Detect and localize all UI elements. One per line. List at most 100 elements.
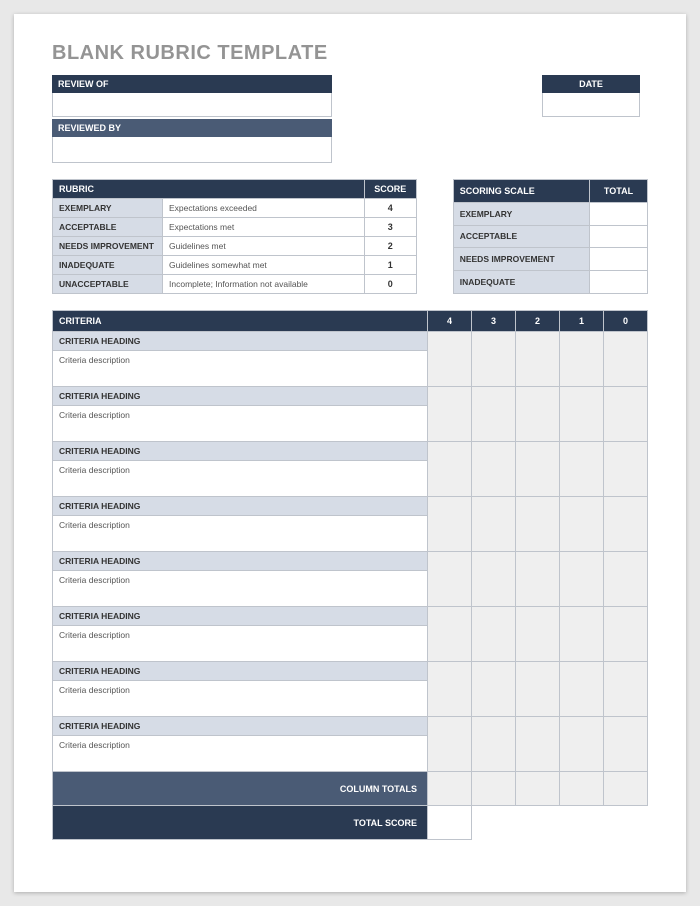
date-box: DATE — [542, 75, 640, 117]
criteria-cell[interactable] — [604, 552, 648, 607]
criteria-cell[interactable] — [516, 387, 560, 442]
scoring-level: ACCEPTABLE — [453, 225, 589, 248]
column-total[interactable] — [472, 772, 516, 806]
rubric-desc: Guidelines somewhat met — [163, 256, 365, 275]
criteria-cell[interactable] — [472, 442, 516, 497]
criteria-header: CRITERIA — [53, 311, 428, 332]
criteria-cell[interactable] — [560, 387, 604, 442]
criteria-cell[interactable] — [604, 717, 648, 772]
scoring-level: NEEDS IMPROVEMENT — [453, 248, 589, 271]
criteria-desc: Criteria description — [53, 626, 428, 662]
column-total[interactable] — [516, 772, 560, 806]
rubric-row: INADEQUATE Guidelines somewhat met 1 — [53, 256, 417, 275]
criteria-cell[interactable] — [604, 497, 648, 552]
rubric-row: ACCEPTABLE Expectations met 3 — [53, 218, 417, 237]
scoring-level: EXEMPLARY — [453, 202, 589, 225]
criteria-cell[interactable] — [428, 442, 472, 497]
criteria-cell[interactable] — [428, 607, 472, 662]
criteria-cell[interactable] — [516, 552, 560, 607]
rubric-level: UNACCEPTABLE — [53, 275, 163, 294]
criteria-heading: CRITERIA HEADING — [53, 607, 428, 626]
rubric-score: 2 — [364, 237, 416, 256]
criteria-heading: CRITERIA HEADING — [53, 442, 428, 461]
date-input[interactable] — [542, 93, 640, 117]
criteria-cell[interactable] — [516, 607, 560, 662]
column-total[interactable] — [428, 772, 472, 806]
page-title: BLANK RUBRIC TEMPLATE — [52, 42, 648, 65]
rubric-desc: Incomplete; Information not available — [163, 275, 365, 294]
criteria-cell[interactable] — [604, 387, 648, 442]
criteria-cell[interactable] — [472, 662, 516, 717]
criteria-heading: CRITERIA HEADING — [53, 387, 428, 406]
criteria-desc: Criteria description — [53, 461, 428, 497]
total-score-value[interactable] — [428, 806, 472, 840]
scoring-total[interactable] — [590, 225, 648, 248]
scoring-total-header: TOTAL — [590, 180, 648, 203]
rubric-level: NEEDS IMPROVEMENT — [53, 237, 163, 256]
criteria-cell[interactable] — [428, 717, 472, 772]
scoring-level: INADEQUATE — [453, 271, 589, 294]
rubric-level: INADEQUATE — [53, 256, 163, 275]
criteria-cell[interactable] — [472, 332, 516, 387]
scoring-total[interactable] — [590, 202, 648, 225]
scoring-row: EXEMPLARY — [453, 202, 647, 225]
scoring-total[interactable] — [590, 271, 648, 294]
column-total[interactable] — [560, 772, 604, 806]
criteria-cell[interactable] — [604, 442, 648, 497]
criteria-cell[interactable] — [516, 442, 560, 497]
criteria-desc: Criteria description — [53, 351, 428, 387]
criteria-cell[interactable] — [428, 662, 472, 717]
criteria-cell[interactable] — [604, 662, 648, 717]
criteria-cell[interactable] — [428, 387, 472, 442]
criteria-col-4: 4 — [428, 311, 472, 332]
scoring-total[interactable] — [590, 248, 648, 271]
criteria-cell[interactable] — [560, 442, 604, 497]
criteria-cell[interactable] — [560, 607, 604, 662]
criteria-cell[interactable] — [516, 717, 560, 772]
reviewed-by-input[interactable] — [52, 137, 332, 163]
criteria-heading: CRITERIA HEADING — [53, 662, 428, 681]
rubric-desc: Guidelines met — [163, 237, 365, 256]
criteria-cell[interactable] — [560, 552, 604, 607]
criteria-cell[interactable] — [516, 497, 560, 552]
criteria-cell[interactable] — [472, 607, 516, 662]
criteria-cell[interactable] — [472, 497, 516, 552]
criteria-heading: CRITERIA HEADING — [53, 332, 428, 351]
criteria-cell[interactable] — [472, 387, 516, 442]
criteria-cell[interactable] — [472, 552, 516, 607]
criteria-cell[interactable] — [516, 662, 560, 717]
scoring-row: ACCEPTABLE — [453, 225, 647, 248]
criteria-col-1: 1 — [560, 311, 604, 332]
column-totals-label: COLUMN TOTALS — [53, 772, 428, 806]
criteria-cell[interactable] — [560, 717, 604, 772]
criteria-cell[interactable] — [516, 332, 560, 387]
rubric-row: UNACCEPTABLE Incomplete; Information not… — [53, 275, 417, 294]
criteria-cell[interactable] — [560, 662, 604, 717]
column-total[interactable] — [604, 772, 648, 806]
rubric-table: RUBRIC SCORE EXEMPLARY Expectations exce… — [52, 179, 417, 294]
reviewed-by-box: REVIEWED BY — [52, 119, 332, 163]
review-of-input[interactable] — [52, 93, 332, 117]
rubric-desc: Expectations met — [163, 218, 365, 237]
criteria-cell[interactable] — [560, 332, 604, 387]
rubric-score: 3 — [364, 218, 416, 237]
criteria-desc: Criteria description — [53, 516, 428, 552]
criteria-cell[interactable] — [472, 717, 516, 772]
scoring-scale-table: SCORING SCALE TOTAL EXEMPLARY ACCEPTABLE… — [453, 179, 648, 294]
criteria-cell[interactable] — [604, 607, 648, 662]
criteria-cell[interactable] — [428, 332, 472, 387]
criteria-desc: Criteria description — [53, 736, 428, 772]
criteria-col-2: 2 — [516, 311, 560, 332]
criteria-cell[interactable] — [560, 497, 604, 552]
reviewed-by-label: REVIEWED BY — [52, 119, 332, 137]
rubric-row: EXEMPLARY Expectations exceeded 4 — [53, 199, 417, 218]
criteria-cell[interactable] — [604, 332, 648, 387]
criteria-desc: Criteria description — [53, 681, 428, 717]
criteria-desc: Criteria description — [53, 406, 428, 442]
review-of-label: REVIEW OF — [52, 75, 332, 93]
rubric-score: 0 — [364, 275, 416, 294]
criteria-cell[interactable] — [428, 552, 472, 607]
rubric-level: EXEMPLARY — [53, 199, 163, 218]
rubric-template-page: BLANK RUBRIC TEMPLATE REVIEW OF DATE REV… — [14, 14, 686, 892]
criteria-cell[interactable] — [428, 497, 472, 552]
